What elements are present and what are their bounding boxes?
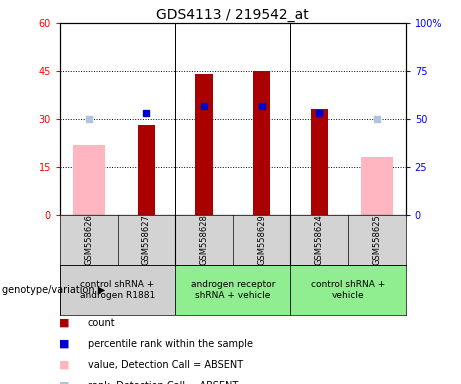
Text: ■: ■	[59, 381, 70, 384]
Text: rank, Detection Call = ABSENT: rank, Detection Call = ABSENT	[88, 381, 238, 384]
Text: control shRNA +
androgen R1881: control shRNA + androgen R1881	[80, 280, 155, 300]
Text: GSM558628: GSM558628	[200, 215, 208, 265]
Bar	[253, 71, 270, 215]
Bar	[138, 126, 155, 215]
Bar	[361, 157, 393, 215]
Text: count: count	[88, 318, 115, 328]
Text: percentile rank within the sample: percentile rank within the sample	[88, 339, 253, 349]
Text: GSM558625: GSM558625	[372, 215, 381, 265]
Bar	[73, 145, 105, 215]
Text: GSM558627: GSM558627	[142, 215, 151, 265]
Text: genotype/variation ▶: genotype/variation ▶	[2, 285, 106, 295]
Text: ■: ■	[59, 360, 70, 370]
Text: GSM558629: GSM558629	[257, 215, 266, 265]
Text: value, Detection Call = ABSENT: value, Detection Call = ABSENT	[88, 360, 242, 370]
FancyBboxPatch shape	[175, 265, 290, 315]
Bar	[195, 74, 213, 215]
FancyBboxPatch shape	[60, 265, 175, 315]
Text: ■: ■	[59, 318, 70, 328]
Title: GDS4113 / 219542_at: GDS4113 / 219542_at	[156, 8, 309, 22]
FancyBboxPatch shape	[290, 265, 406, 315]
Text: androgen receptor
shRNA + vehicle: androgen receptor shRNA + vehicle	[190, 280, 275, 300]
Text: control shRNA +
vehicle: control shRNA + vehicle	[311, 280, 385, 300]
Text: ■: ■	[59, 339, 70, 349]
Text: GSM558624: GSM558624	[315, 215, 324, 265]
Text: GSM558626: GSM558626	[84, 215, 93, 265]
Bar	[311, 109, 328, 215]
